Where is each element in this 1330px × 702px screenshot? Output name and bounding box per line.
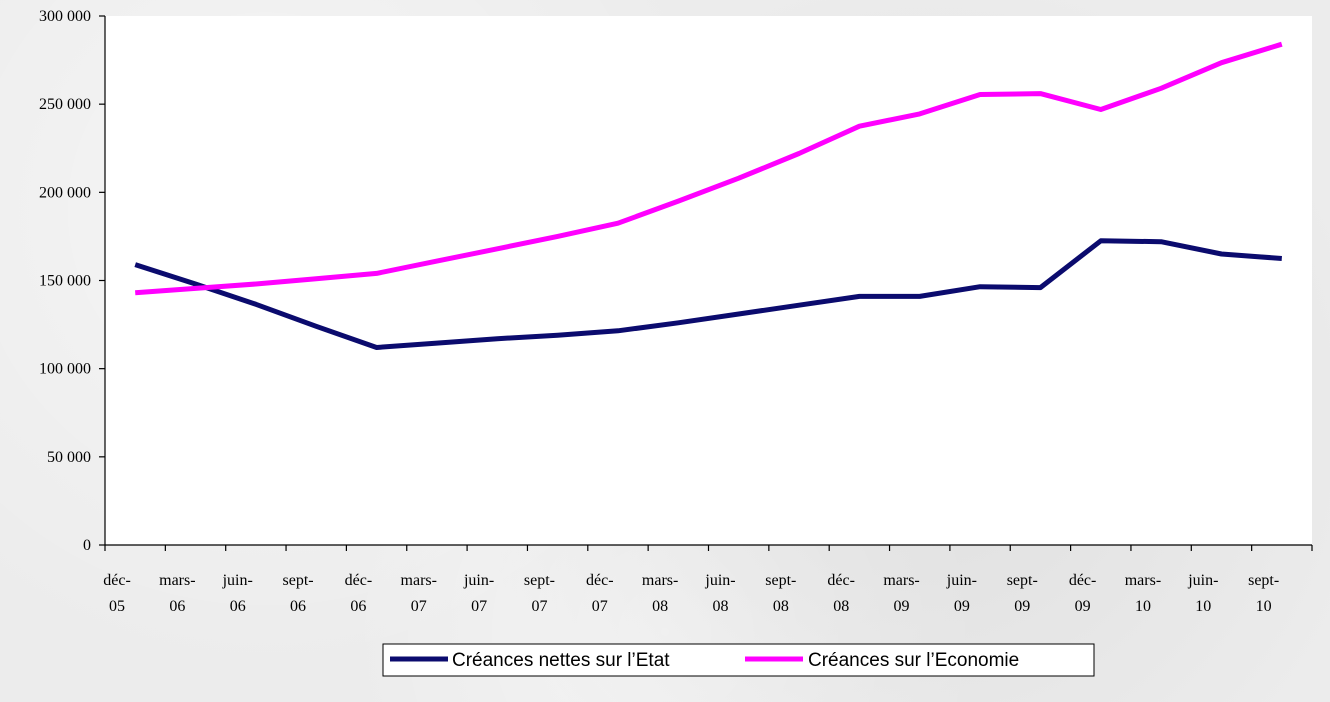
- data-point: [1040, 93, 1041, 94]
- y-tick-label: 100 000: [39, 361, 91, 378]
- data-point: [316, 326, 317, 327]
- x-tick-label-year: 10: [1135, 598, 1151, 615]
- x-tick-label-year: 08: [652, 598, 668, 615]
- x-tick-label-year: 07: [471, 598, 487, 615]
- x-tick-label: mars-: [401, 572, 437, 589]
- x-tick-label-year: 06: [169, 598, 185, 615]
- x-tick-label: juin-: [704, 572, 735, 589]
- data-point: [376, 347, 377, 348]
- data-point: [195, 288, 196, 289]
- x-tick-label: juin-: [463, 572, 494, 589]
- data-point: [859, 126, 860, 127]
- x-tick-label: juin-: [1187, 572, 1218, 589]
- x-tick-label: sept-: [1248, 572, 1279, 589]
- x-tick-label: déc-: [1069, 572, 1097, 589]
- data-point: [1161, 241, 1162, 242]
- y-axis: 0 50 000 100 000 150 000 200 000 250 000 300 0…: [39, 8, 106, 554]
- data-point: [799, 153, 800, 154]
- legend: Créances nettes sur l’Etat Créances sur l…: [382, 643, 1095, 677]
- x-tick-label: mars-: [1125, 572, 1161, 589]
- x-tick-label-year: 07: [411, 598, 427, 615]
- data-point: [557, 335, 558, 336]
- series-line-1: [135, 41, 1283, 296]
- x-tick-label: mars-: [883, 572, 919, 589]
- x-tick-label: juin-: [222, 572, 253, 589]
- x-tick-label-year: 07: [592, 598, 608, 615]
- data-point: [436, 261, 437, 262]
- x-tick-label-year: 09: [954, 598, 970, 615]
- data-point: [497, 248, 498, 249]
- x-tick-label: déc-: [827, 572, 855, 589]
- data-point: [678, 322, 679, 323]
- x-tick-label: sept-: [1007, 572, 1038, 589]
- data-point: [980, 94, 981, 95]
- legend-label-0: Créances nettes sur l’Etat: [452, 650, 670, 671]
- x-tick-label: déc-: [345, 572, 373, 589]
- y-tick-label: 250 000: [39, 96, 91, 113]
- x-tick-label: mars-: [642, 572, 678, 589]
- y-tick-label: 300 000: [39, 8, 91, 25]
- x-tick-label-year: 08: [833, 598, 849, 615]
- x-tick-label: sept-: [282, 572, 313, 589]
- data-point: [919, 113, 920, 114]
- data-point: [135, 292, 136, 293]
- data-point: [1221, 62, 1222, 63]
- x-tick-label-year: 06: [290, 598, 306, 615]
- legend-label-1: Créances sur l’Economie: [808, 650, 1019, 671]
- data-point: [376, 273, 377, 274]
- series-line-0: [134, 238, 1282, 350]
- data-point: [919, 296, 920, 297]
- x-tick-label-year: 08: [773, 598, 789, 615]
- x-tick-label-year: 06: [350, 598, 366, 615]
- data-point: [436, 343, 437, 344]
- x-tick-label-year: 09: [894, 598, 910, 615]
- data-point: [1281, 258, 1282, 259]
- data-point: [617, 223, 618, 224]
- data-point: [135, 264, 136, 265]
- data-point: [195, 284, 196, 285]
- data-point: [738, 178, 739, 179]
- y-tick-label: 50 000: [47, 449, 91, 466]
- y-tick-label: 150 000: [39, 273, 91, 290]
- data-point: [1040, 287, 1041, 288]
- data-point: [255, 304, 256, 305]
- data-point: [1281, 44, 1282, 45]
- data-point: [738, 314, 739, 315]
- data-point: [1221, 254, 1222, 255]
- data-point: [497, 338, 498, 339]
- x-tick-label-year: 09: [1075, 598, 1091, 615]
- x-tick-label: juin-: [946, 572, 977, 589]
- data-point: [1100, 240, 1101, 241]
- data-point: [799, 305, 800, 306]
- x-tick-label-year: 09: [1014, 598, 1030, 615]
- data-point: [255, 284, 256, 285]
- data-point: [980, 286, 981, 287]
- y-tick-label: 0: [83, 537, 91, 554]
- data-point: [1161, 88, 1162, 89]
- x-tick-label-year: 05: [109, 598, 125, 615]
- x-tick-label: sept-: [524, 572, 555, 589]
- data-point: [316, 278, 317, 279]
- x-tick-label: mars-: [159, 572, 195, 589]
- data-point: [557, 236, 558, 237]
- x-tick-label-year: 08: [713, 598, 729, 615]
- data-point: [678, 201, 679, 202]
- x-tick-label-year: 06: [230, 598, 246, 615]
- x-tick-label-year: 07: [531, 598, 547, 615]
- x-tick-label-year: 10: [1256, 598, 1272, 615]
- data-point: [859, 296, 860, 297]
- legend-box: [382, 643, 1095, 677]
- series-layer: [134, 41, 1283, 350]
- data-point: [1100, 109, 1101, 110]
- x-tick-label: sept-: [765, 572, 796, 589]
- x-tick-label: déc-: [103, 572, 131, 589]
- data-point: [617, 330, 618, 331]
- x-tick-label: déc-: [586, 572, 614, 589]
- x-axis: déc- 05 mars- 06 juin- 06 sept- 06 déc- 06 mars- 07…: [103, 544, 1313, 615]
- y-tick-label: 200 000: [39, 184, 91, 201]
- x-tick-label-year: 10: [1195, 598, 1211, 615]
